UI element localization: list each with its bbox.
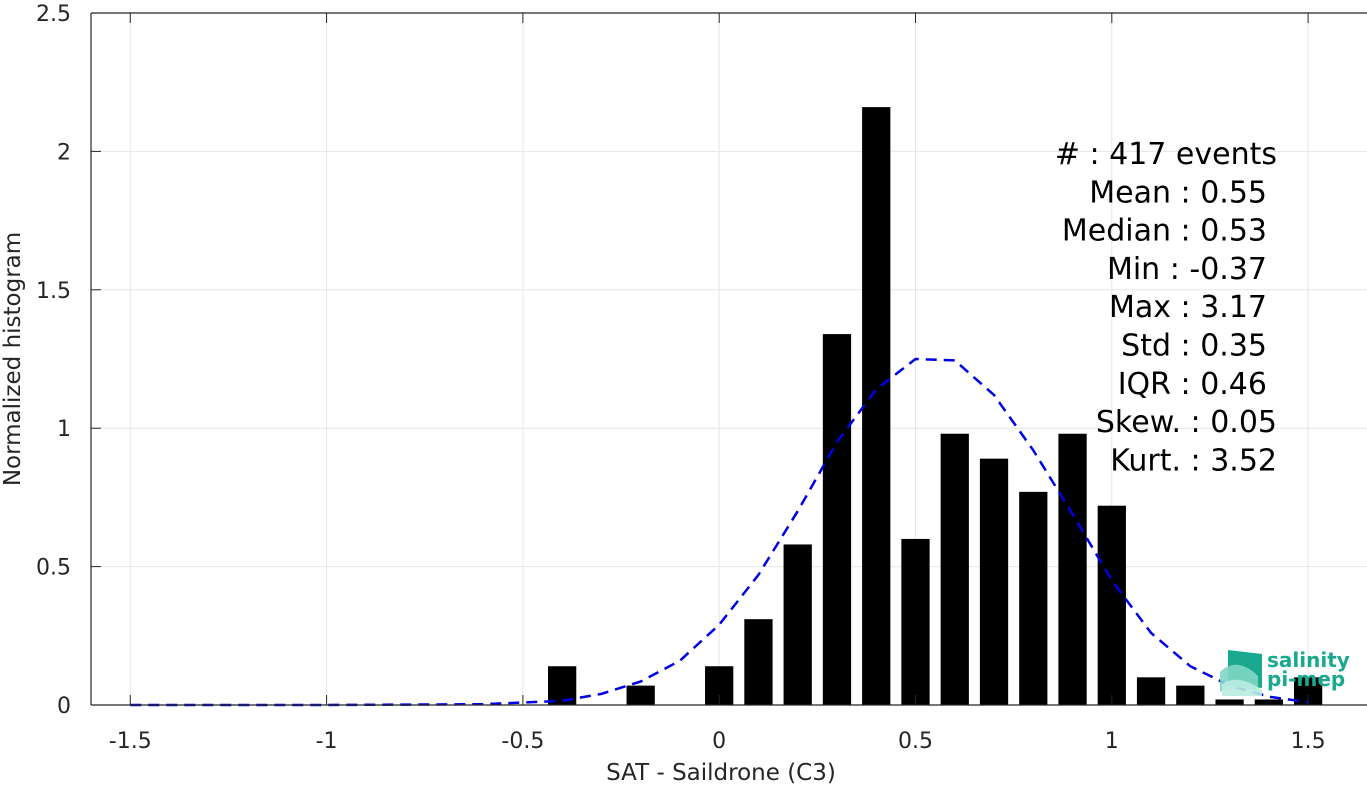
x-tick-label: -0.5 xyxy=(501,729,544,754)
normal-fit-curve xyxy=(130,357,1309,707)
histogram-bar xyxy=(1254,699,1283,705)
histogram-bar xyxy=(979,458,1009,705)
y-tick-label: 2 xyxy=(57,140,71,165)
stat-line: # : 417 events xyxy=(1055,137,1277,172)
histogram-bar xyxy=(862,107,891,705)
histogram-bar xyxy=(1176,685,1205,705)
histogram-bar xyxy=(901,538,930,705)
logo-icon xyxy=(1220,650,1262,696)
stat-line: Min : -0.37 xyxy=(1107,252,1267,287)
histogram-bar xyxy=(783,544,812,705)
histogram-bar xyxy=(1019,491,1048,705)
y-tick-label: 1.5 xyxy=(36,279,71,304)
x-axis-label: SAT - Saildrone (C3) xyxy=(606,760,836,785)
histogram-bar xyxy=(1215,699,1244,705)
y-tick-label: 0.5 xyxy=(36,556,71,581)
x-tick-labels: -1.5 -1 -0.5 0 0.5 1 1.5 xyxy=(109,729,1326,754)
histogram-bar xyxy=(744,619,773,705)
stat-line: IQR : 0.46 xyxy=(1118,367,1267,402)
histogram-bar xyxy=(822,334,852,705)
y-tick-labels: 0 0.5 1 1.5 2 2.5 xyxy=(36,2,71,719)
y-axis-label: Normalized histogram xyxy=(0,232,26,486)
axes xyxy=(90,12,1367,706)
stat-line: Median : 0.53 xyxy=(1062,214,1267,249)
stat-line: Skew. : 0.05 xyxy=(1096,405,1277,440)
stat-line: Max : 3.17 xyxy=(1109,290,1267,325)
plot-background xyxy=(91,13,1367,705)
logo-line2: pi-mep xyxy=(1267,667,1345,691)
histogram-bar xyxy=(940,433,969,705)
histogram-bar xyxy=(1058,433,1087,705)
stat-line: Std : 0.35 xyxy=(1121,329,1267,364)
salinity-pimep-logo: salinity pi-mep xyxy=(1220,648,1350,696)
histogram-bar xyxy=(626,685,655,705)
histogram-bar xyxy=(1097,505,1126,705)
x-tick-label: 0 xyxy=(712,729,726,754)
histogram-bars xyxy=(548,107,1323,705)
x-tick-label: 0.5 xyxy=(898,729,933,754)
x-tick-label: -1 xyxy=(316,729,338,754)
x-tick-label: 1 xyxy=(1105,729,1119,754)
logo-line1: salinity xyxy=(1267,648,1350,672)
stat-line: Mean : 0.55 xyxy=(1089,175,1267,210)
y-tick-label: 2.5 xyxy=(36,2,71,27)
x-tick-label: 1.5 xyxy=(1291,729,1326,754)
stat-line: Kurt. : 3.52 xyxy=(1110,443,1277,478)
y-tick-label: 1 xyxy=(57,417,71,442)
x-tick-label: -1.5 xyxy=(109,729,152,754)
y-tick-label: 0 xyxy=(57,694,71,719)
histogram-bar xyxy=(1136,677,1166,705)
